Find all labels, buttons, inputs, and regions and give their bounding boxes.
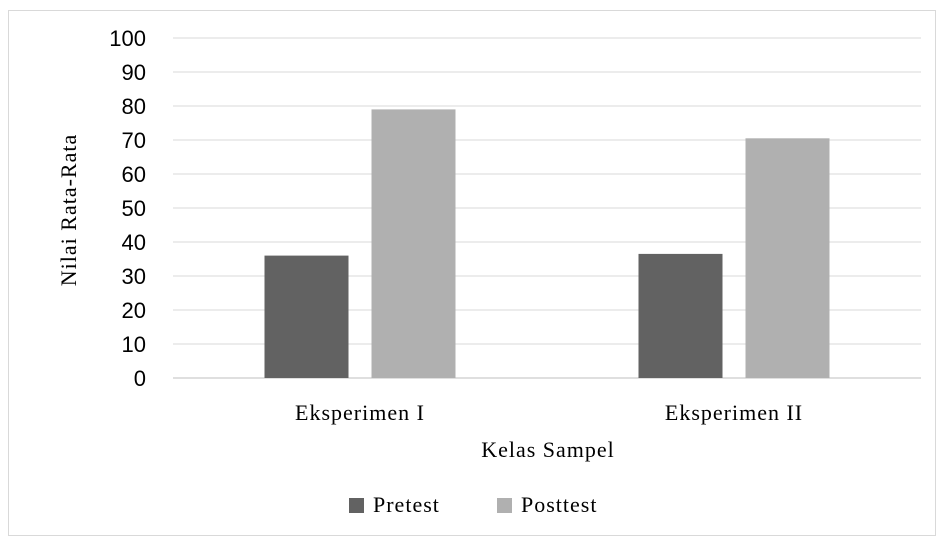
- y-tick-labels: 0 10 20 30 40 50 60 70 80 90 100: [109, 26, 146, 391]
- y-tick-label: 100: [109, 26, 146, 51]
- category-labels: Eksperimen I Eksperimen II: [295, 400, 803, 425]
- bars: [264, 109, 830, 379]
- bar-pretest-1: [264, 255, 349, 378]
- y-axis-title: Nilai Rata-Rata: [56, 134, 81, 286]
- legend-label-pretest: Pretest: [373, 492, 440, 517]
- y-tick-label: 30: [122, 264, 146, 289]
- y-tick-label: 20: [122, 298, 146, 323]
- y-tick-label: 70: [122, 128, 146, 153]
- category-label: Eksperimen I: [295, 400, 425, 425]
- legend: Pretest Posttest: [349, 492, 597, 517]
- bar-posttest-2: [745, 138, 830, 378]
- bar-pretest-2: [638, 253, 723, 378]
- x-axis-title: Kelas Sampel: [481, 437, 615, 462]
- legend-swatch-posttest: [497, 498, 512, 513]
- y-tick-label: 0: [134, 366, 146, 391]
- y-tick-label: 50: [122, 196, 146, 221]
- y-tick-label: 10: [122, 332, 146, 357]
- legend-label-posttest: Posttest: [521, 492, 597, 517]
- legend-swatch-pretest: [349, 498, 364, 513]
- bar-posttest-1: [371, 109, 456, 379]
- y-tick-label: 90: [122, 60, 146, 85]
- y-tick-label: 80: [122, 94, 146, 119]
- y-tick-label: 60: [122, 162, 146, 187]
- category-label: Eksperimen II: [665, 400, 803, 425]
- y-tick-label: 40: [122, 230, 146, 255]
